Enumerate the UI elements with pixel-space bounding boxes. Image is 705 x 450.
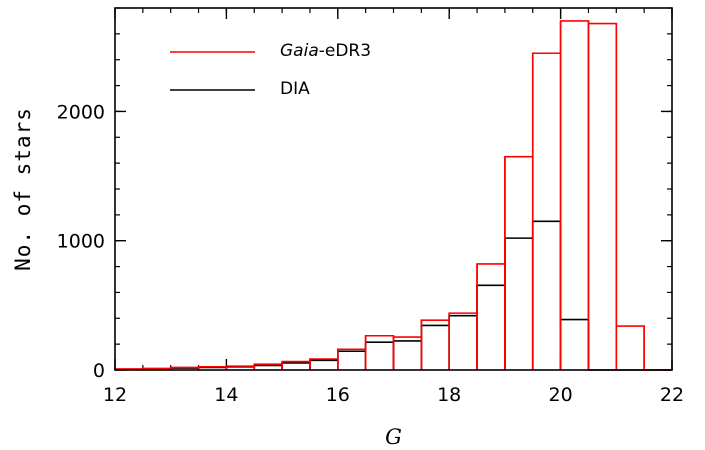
y-tick-label: 0 (93, 360, 105, 382)
x-tick-label: 16 (326, 384, 350, 406)
y-axis-label: No. of stars (11, 107, 35, 271)
series-layer (114, 20, 672, 371)
legend-label-gaia-rest: -eDR3 (319, 41, 371, 61)
legend-label-gaia-italic: Gaia (280, 41, 319, 61)
plot-frame (114, 7, 673, 371)
y-tick-label: 1000 (57, 231, 105, 253)
x-tick-label: 12 (103, 384, 127, 406)
x-tick-label: 20 (549, 384, 573, 406)
x-axis-label: G (385, 425, 402, 449)
legend: Gaia-eDR3 DIA (170, 41, 371, 99)
x-tick-label: 18 (437, 384, 461, 406)
legend-label-gaia: Gaia-eDR3 (280, 41, 371, 61)
x-tick-label: 14 (214, 384, 238, 406)
x-tick-label: 22 (660, 384, 684, 406)
y-tick-label: 2000 (57, 101, 105, 123)
legend-label-dia: DIA (280, 79, 310, 99)
tick-labels: 12 14 16 18 20 22 0 1000 2000 (57, 101, 684, 406)
